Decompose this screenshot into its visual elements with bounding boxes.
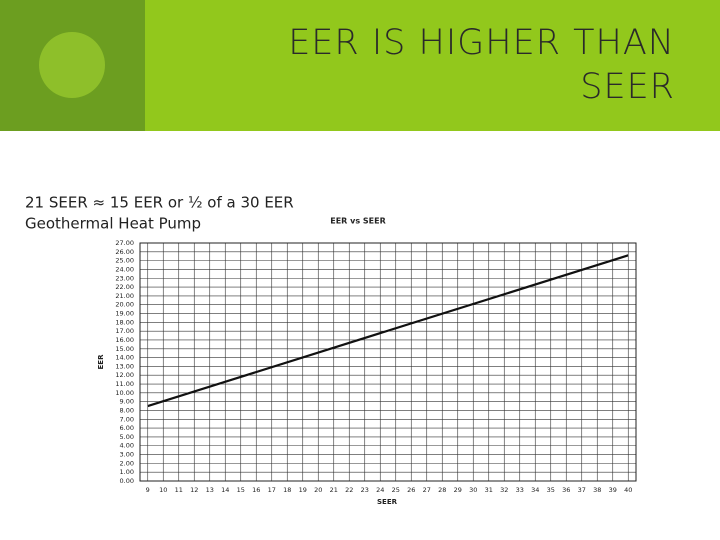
slide-title: EER IS HIGHER THAN <box>288 23 675 63</box>
y-tick-label: 13.00 <box>115 362 134 370</box>
y-tick-label: 9.00 <box>120 398 134 406</box>
x-tick-label: 34 <box>531 486 539 494</box>
body-text: Geothermal Heat Pump <box>25 215 201 233</box>
data-line <box>147 254 629 408</box>
x-tick-label: 30 <box>469 486 477 494</box>
y-tick-label: 18.00 <box>115 318 134 326</box>
y-tick-label: 26.00 <box>115 248 134 256</box>
x-tick-label: 26 <box>407 486 415 494</box>
y-tick-label: 4.00 <box>120 442 134 450</box>
y-tick-label: 3.00 <box>120 451 134 459</box>
x-tick-label: 32 <box>500 486 508 494</box>
y-tick-label: 19.00 <box>115 310 134 318</box>
y-tick-label: 7.00 <box>120 415 134 423</box>
y-tick-label: 12.00 <box>115 371 134 379</box>
y-tick-label: 20.00 <box>115 301 134 309</box>
x-tick-label: 19 <box>299 486 307 494</box>
y-tick-label: 11.00 <box>115 380 134 388</box>
y-tick-label: 27.00 <box>115 239 134 247</box>
x-tick-label: 11 <box>175 486 183 494</box>
x-tick-label: 10 <box>159 486 167 494</box>
y-tick-label: 8.00 <box>120 406 134 414</box>
x-tick-label: 27 <box>423 486 431 494</box>
y-tick-label: 23.00 <box>115 274 134 282</box>
plot-frame <box>139 242 637 482</box>
y-tick-label: 5.00 <box>120 433 134 441</box>
x-tick-label: 29 <box>454 486 462 494</box>
x-tick-label: 38 <box>593 486 601 494</box>
x-tick-label: 12 <box>190 486 198 494</box>
x-tick-label: 28 <box>438 486 446 494</box>
x-tick-label: 40 <box>624 486 632 494</box>
y-tick-label: 0.00 <box>120 477 134 485</box>
x-tick-label: 24 <box>376 486 384 494</box>
x-tick-label: 22 <box>345 486 353 494</box>
header-circle <box>39 32 105 98</box>
x-tick-label: 17 <box>268 486 276 494</box>
y-tick-label: 22.00 <box>115 283 134 291</box>
x-tick-label: 9 <box>146 486 150 494</box>
y-tick-label: 15.00 <box>115 345 134 353</box>
x-tick-label: 35 <box>547 486 555 494</box>
y-tick-label: 17.00 <box>115 327 134 335</box>
y-tick-label: 16.00 <box>115 336 134 344</box>
x-tick-label: 13 <box>206 486 214 494</box>
y-tick-label: 1.00 <box>120 468 134 476</box>
x-tick-label: 37 <box>578 486 586 494</box>
y-tick-label: 21.00 <box>115 292 134 300</box>
x-tick-label: 15 <box>237 486 245 494</box>
x-tick-label: 23 <box>361 486 369 494</box>
y-tick-label: 2.00 <box>120 459 134 467</box>
y-tick-label: 24.00 <box>115 265 134 273</box>
x-tick-label: 21 <box>330 486 338 494</box>
x-tick-label: 39 <box>609 486 617 494</box>
x-tick-label: 16 <box>252 486 260 494</box>
y-tick-label: 25.00 <box>115 257 134 265</box>
chart-title: EER vs SEER <box>330 217 386 226</box>
y-axis-label: EER <box>97 354 105 370</box>
x-tick-label: 20 <box>314 486 322 494</box>
x-tick-label: 14 <box>221 486 229 494</box>
y-tick-label: 6.00 <box>120 424 134 432</box>
slide-title: SEER <box>580 67 675 107</box>
x-axis-label: SEER <box>377 498 398 506</box>
x-tick-label: 31 <box>485 486 493 494</box>
x-tick-label: 25 <box>392 486 400 494</box>
x-tick-label: 36 <box>562 486 570 494</box>
body-text: 21 SEER ≈ 15 EER or ½ of a 30 EER <box>25 194 294 212</box>
y-tick-label: 14.00 <box>115 354 134 362</box>
y-tick-label: 10.00 <box>115 389 134 397</box>
x-tick-label: 18 <box>283 486 291 494</box>
x-tick-label: 33 <box>516 486 524 494</box>
